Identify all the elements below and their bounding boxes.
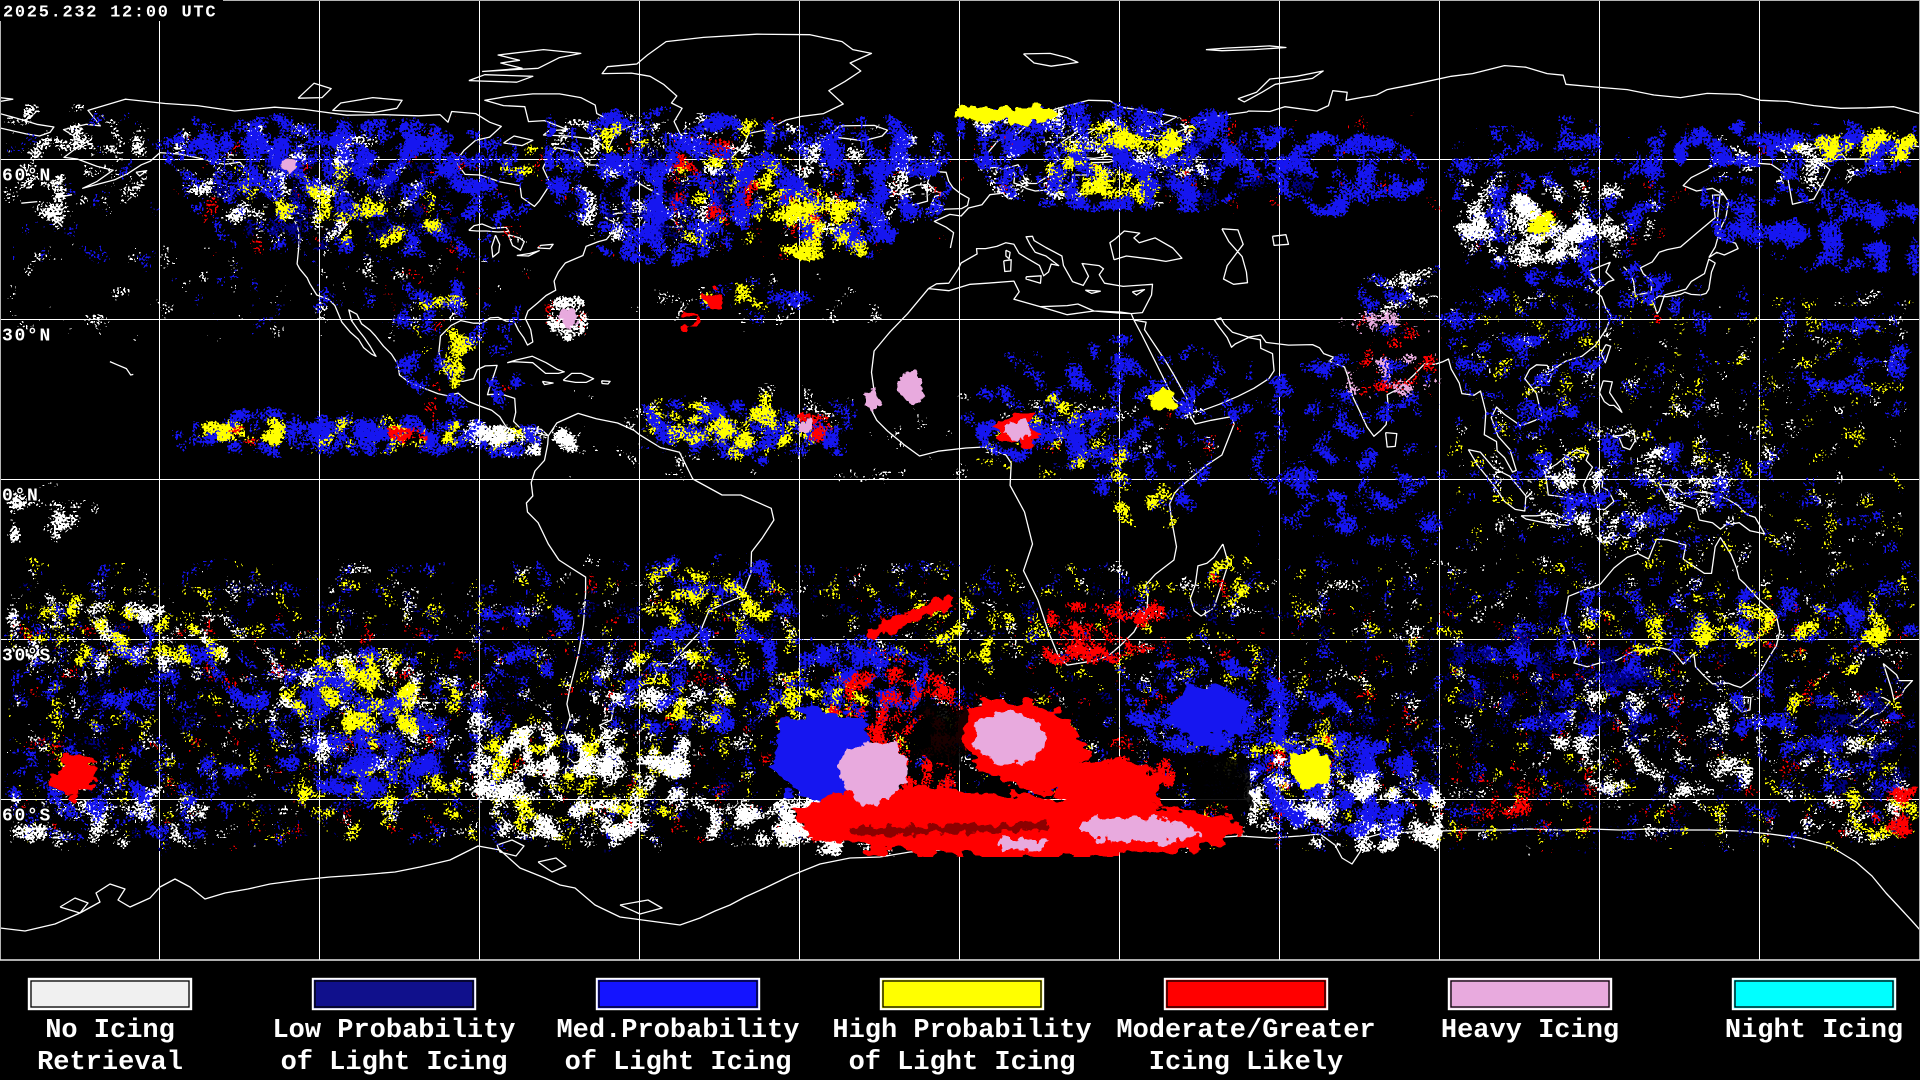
svg-text:Med.Probability: Med.Probability <box>556 1016 799 1046</box>
svg-text:0°N: 0°N <box>2 487 40 507</box>
svg-text:Heavy Icing: Heavy Icing <box>1441 1016 1619 1046</box>
svg-text:of Light Icing: of Light Icing <box>565 1048 792 1078</box>
svg-text:2025.232 12:00 UTC: 2025.232 12:00 UTC <box>3 4 217 23</box>
svg-text:of Light Icing: of Light Icing <box>281 1048 508 1078</box>
svg-text:60°N: 60°N <box>2 167 52 187</box>
svg-text:Icing Likely: Icing Likely <box>1149 1048 1343 1078</box>
svg-text:Low Probability: Low Probability <box>272 1016 515 1046</box>
svg-text:Moderate/Greater: Moderate/Greater <box>1116 1016 1375 1046</box>
svg-text:High Probability: High Probability <box>832 1016 1091 1046</box>
svg-text:30°S: 30°S <box>2 647 52 667</box>
svg-text:No Icing: No Icing <box>45 1016 175 1046</box>
svg-text:60°S: 60°S <box>2 807 52 827</box>
svg-text:Night Icing: Night Icing <box>1725 1016 1903 1046</box>
svg-text:Retrieval: Retrieval <box>37 1048 183 1078</box>
svg-text:of Light Icing: of Light Icing <box>849 1048 1076 1078</box>
svg-text:30°N: 30°N <box>2 327 52 347</box>
